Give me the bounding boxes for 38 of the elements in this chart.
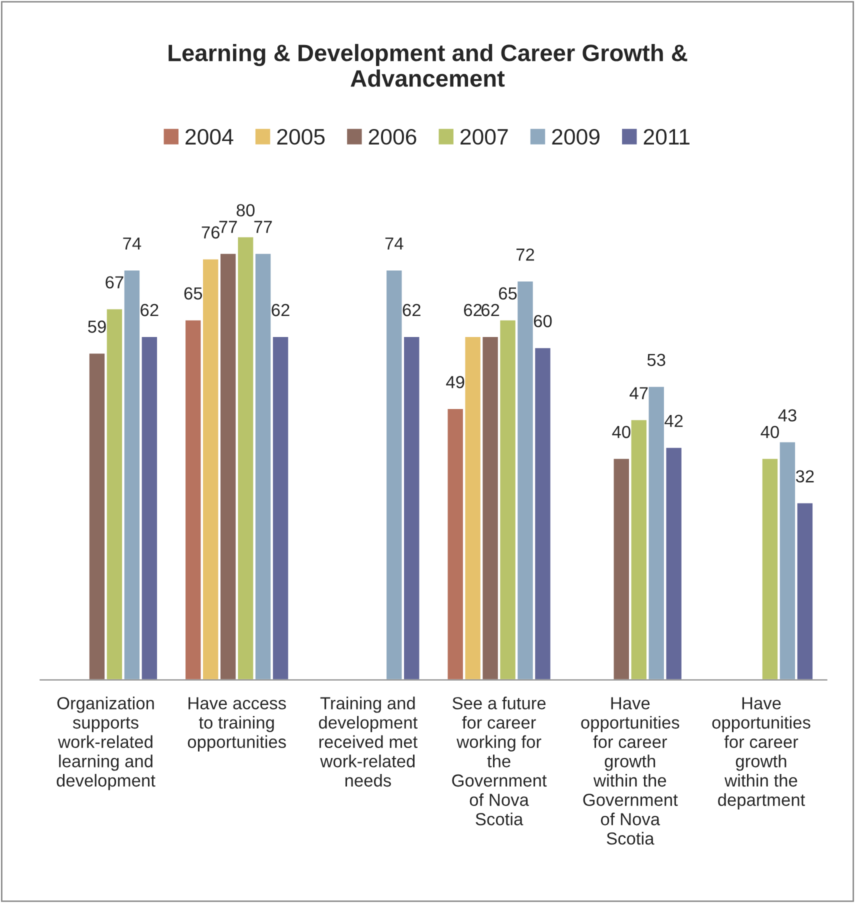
- data-label: 80: [236, 204, 255, 216]
- data-label: 62: [140, 304, 158, 316]
- data-label: 62: [402, 304, 420, 316]
- data-label: 49: [446, 376, 464, 388]
- data-label: 74: [385, 238, 404, 250]
- chart-title: Learning & Development and Career Growth & Advancement: [168, 44, 688, 87]
- data-label: 32: [796, 470, 814, 482]
- data-label: 43: [778, 409, 796, 422]
- data-label: 62: [272, 304, 290, 316]
- data-label: 40: [760, 426, 779, 438]
- x-tick-label: Have opportunities for career growth within the Government of Nova Scotia: [581, 697, 680, 845]
- data-label: 74: [123, 238, 142, 250]
- legend-label: 2006: [368, 128, 416, 145]
- legend-label: 2011: [644, 128, 690, 145]
- x-tick-label: Have access to training opportunities: [188, 697, 286, 752]
- data-label: 59: [88, 320, 106, 333]
- x-tick-label: Organization supports work-related learning and development: [56, 696, 156, 790]
- data-label: 47: [630, 387, 648, 400]
- x-tick-label: Have opportunities for career growth within the department: [712, 697, 810, 810]
- data-label: 77: [219, 220, 237, 233]
- legend-label: 2004: [186, 128, 234, 145]
- legend-label: 2007: [460, 128, 508, 145]
- data-label: 40: [612, 426, 630, 438]
- data-label: 72: [516, 248, 534, 261]
- data-label: 62: [464, 304, 482, 316]
- data-label: 65: [499, 287, 517, 300]
- data-label: 65: [184, 287, 202, 300]
- data-label: 53: [647, 354, 666, 366]
- data-label: 42: [664, 414, 683, 427]
- data-label: 77: [254, 220, 272, 233]
- data-label: 60: [534, 314, 552, 328]
- data-label: 62: [482, 304, 500, 316]
- x-tick-label: See a future for career working for the Government of Nova Scotia: [452, 696, 547, 826]
- legend-label: 2005: [277, 128, 325, 145]
- data-label: 67: [106, 276, 124, 288]
- legend-label: 2009: [552, 128, 600, 145]
- x-tick-label: Training and development received met work-related needs: [318, 696, 418, 787]
- data-label: 76: [202, 226, 220, 239]
